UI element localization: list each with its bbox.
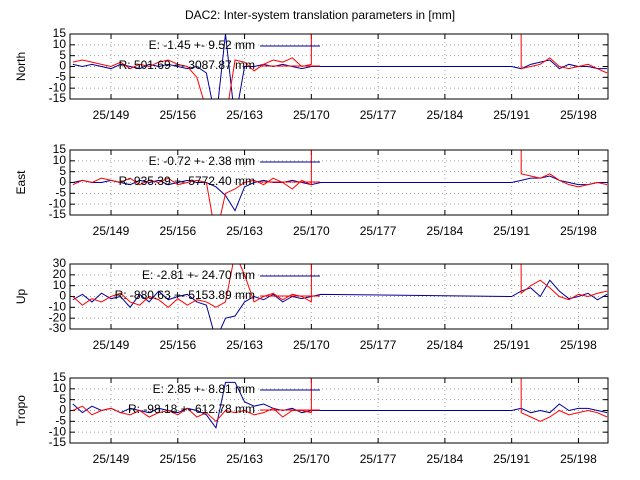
x-tick-label: 25/184 — [427, 452, 464, 466]
y-tick-label: 0 — [59, 175, 66, 189]
y-tick-label: 0 — [59, 289, 66, 303]
x-tick-label: 25/198 — [560, 224, 597, 238]
y-tick-label: 0 — [59, 403, 66, 417]
y-tick-label: 5 — [59, 392, 66, 406]
x-tick-label: 25/163 — [226, 108, 263, 122]
x-tick-label: 25/149 — [93, 224, 130, 238]
y-tick-label: -10 — [49, 424, 67, 438]
y-tick-label: 30 — [53, 256, 67, 270]
y-tick-label: -10 — [49, 300, 67, 314]
x-tick-label: 25/198 — [560, 108, 597, 122]
y-tick-label: 15 — [53, 370, 67, 384]
series-line — [72, 378, 608, 423]
y-tick-label: 15 — [53, 26, 67, 40]
y-tick-label: -5 — [55, 70, 66, 84]
y-tick-label: 10 — [53, 278, 67, 292]
y-tick-label: -15 — [49, 91, 67, 105]
x-tick-label: 25/170 — [293, 108, 330, 122]
y-tick-label: 10 — [53, 153, 67, 167]
x-tick-label: 25/191 — [493, 452, 530, 466]
x-tick-label: 25/149 — [93, 452, 130, 466]
y-tick-label: -15 — [49, 207, 67, 221]
y-tick-label: -15 — [49, 435, 67, 449]
series-line — [72, 279, 608, 329]
series-line — [72, 175, 608, 212]
legend-label: E: -1.45 +- 9.52 mm — [149, 38, 255, 52]
y-tick-label: -10 — [49, 80, 67, 94]
y-tick-label: -10 — [49, 196, 67, 210]
series-line — [72, 381, 608, 430]
x-tick-label: 25/177 — [360, 338, 397, 352]
plot-area — [72, 34, 608, 99]
y-tick-label: 5 — [59, 48, 66, 62]
x-tick-label: 25/170 — [293, 224, 330, 238]
y-tick-label: 10 — [53, 37, 67, 51]
legend-label: R: -880.63 +- 5153.89 mm — [115, 288, 255, 302]
x-tick-label: 25/198 — [560, 338, 597, 352]
legend-label: R: 501.69 +- 3087.87 mm — [119, 58, 255, 72]
page-title: DAC2: Inter-system translation parameter… — [185, 8, 455, 22]
y-tick-label: -5 — [55, 186, 66, 200]
series-line — [72, 264, 608, 308]
y-axis-label: East — [14, 170, 28, 195]
series-line — [72, 150, 608, 215]
x-tick-label: 25/149 — [93, 108, 130, 122]
x-tick-label: 25/177 — [360, 108, 397, 122]
x-tick-label: 25/191 — [493, 338, 530, 352]
y-tick-label: -5 — [55, 414, 66, 428]
legend-label: E: -2.81 +- 24.70 mm — [142, 268, 255, 282]
x-tick-label: 25/177 — [360, 224, 397, 238]
plot-area — [72, 378, 608, 430]
y-axis-label: North — [14, 52, 28, 81]
series-line — [72, 34, 608, 99]
legend-label: R: 935.39 +- 5772.40 mm — [119, 174, 255, 188]
y-axis-label: Up — [14, 289, 28, 305]
plot-area — [72, 150, 608, 215]
legend-label: E: -0.72 +- 2.38 mm — [149, 154, 255, 168]
y-tick-label: -20 — [49, 310, 67, 324]
x-tick-label: 25/149 — [93, 338, 130, 352]
y-tick-label: 20 — [53, 267, 67, 281]
x-tick-label: 25/184 — [427, 108, 464, 122]
x-tick-label: 25/177 — [360, 452, 397, 466]
x-tick-label: 25/184 — [427, 224, 464, 238]
x-tick-label: 25/156 — [159, 338, 196, 352]
y-tick-label: 5 — [59, 164, 66, 178]
plot-frame — [69, 263, 609, 330]
x-tick-label: 25/163 — [226, 452, 263, 466]
x-tick-label: 25/163 — [226, 338, 263, 352]
plot-area — [72, 264, 608, 329]
x-tick-label: 25/163 — [226, 224, 263, 238]
y-axis-label: Tropo — [14, 395, 28, 426]
y-tick-label: 15 — [53, 142, 67, 156]
plot-frame — [69, 33, 609, 100]
x-tick-label: 25/191 — [493, 108, 530, 122]
x-tick-label: 25/191 — [493, 224, 530, 238]
legend-label: R: -98.18 +- 612.78 mm — [128, 402, 255, 416]
y-tick-label: 10 — [53, 381, 67, 395]
y-tick-label: 0 — [59, 59, 66, 73]
y-tick-label: -30 — [49, 321, 67, 335]
x-tick-label: 25/198 — [560, 452, 597, 466]
x-tick-label: 25/170 — [293, 452, 330, 466]
x-tick-label: 25/156 — [159, 108, 196, 122]
plot-frame — [69, 149, 609, 216]
x-tick-label: 25/170 — [293, 338, 330, 352]
plot-frame — [69, 377, 609, 444]
x-tick-label: 25/156 — [159, 224, 196, 238]
x-tick-label: 25/184 — [427, 338, 464, 352]
x-tick-label: 25/156 — [159, 452, 196, 466]
legend-label: E: 2.85 +- 8.81 mm — [153, 382, 255, 396]
